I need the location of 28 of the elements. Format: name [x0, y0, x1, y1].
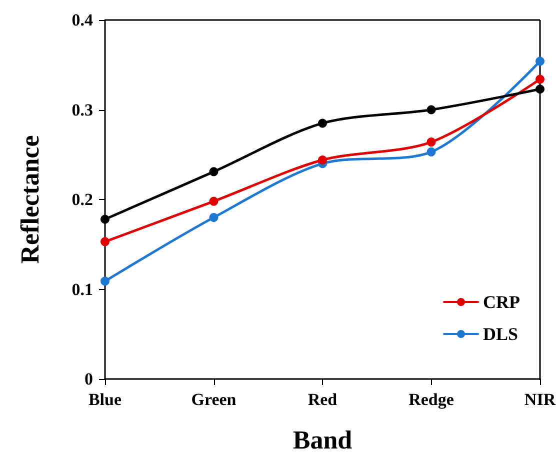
x-tick-label: Blue: [88, 390, 122, 409]
point: [100, 214, 110, 224]
point: [209, 167, 218, 176]
point: [100, 276, 110, 286]
x-axis-title: Band: [292, 426, 353, 454]
y-tick-label: 0.2: [72, 190, 93, 209]
y-tick-label: 0.3: [72, 100, 93, 120]
x-tick-label: Redge: [408, 390, 454, 409]
point: [426, 147, 436, 156]
y-axis-title: Reflectance: [16, 135, 44, 264]
point: [536, 74, 544, 84]
point: [100, 237, 110, 246]
y-tick-label: 0.1: [72, 280, 93, 299]
point: [209, 212, 218, 222]
point: [209, 196, 218, 206]
x-tick-label: Green: [191, 390, 237, 409]
point: [318, 156, 327, 165]
point: [426, 105, 436, 114]
point: [426, 138, 436, 147]
x-tick-label: NIR: [524, 390, 556, 409]
point: [536, 84, 544, 94]
point: [318, 118, 327, 128]
y-tick-label: 0.4: [72, 10, 94, 30]
legend-label: CRP: [483, 292, 520, 312]
legend-label: DLS: [483, 324, 518, 344]
x-tick-label: Red: [308, 390, 338, 409]
point: [536, 56, 544, 66]
y-tick-label: 0: [84, 370, 93, 388]
